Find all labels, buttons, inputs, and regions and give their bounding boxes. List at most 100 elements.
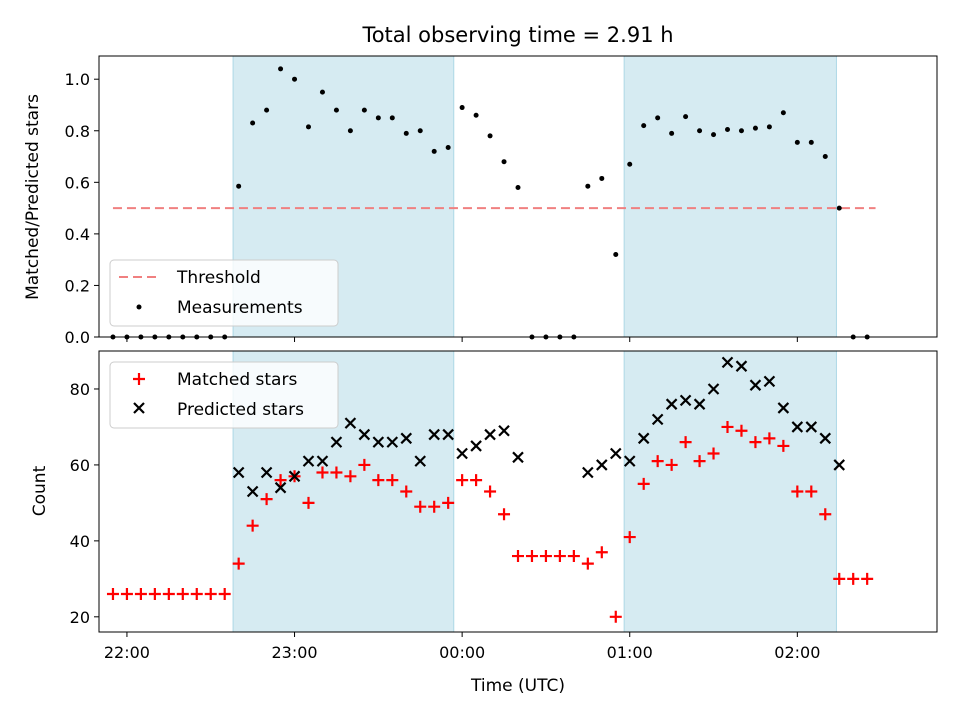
- measurement-point: [794, 139, 800, 145]
- measurement-point: [515, 184, 521, 190]
- matched-star-point: [470, 474, 483, 487]
- measurement-point: [236, 183, 242, 189]
- predicted-star-point: [707, 383, 720, 395]
- predicted-star-point: [442, 428, 454, 441]
- measurement-point: [403, 130, 409, 136]
- predicted-star-point: [819, 432, 832, 445]
- matched-star-point: [442, 496, 455, 509]
- y-tick-label: 0.4: [65, 225, 90, 244]
- predicted-star-point: [791, 421, 804, 433]
- legend-threshold-label: Threshold: [176, 268, 261, 288]
- matched-star-point: [386, 474, 399, 487]
- measurement-point: [780, 110, 786, 116]
- matched-star-point: [302, 496, 315, 509]
- predicted-star-point: [456, 447, 468, 460]
- predicted-star-point: [693, 398, 706, 410]
- matched-star-point: [176, 588, 189, 601]
- y-tick-label: 40: [70, 532, 90, 551]
- matched-star-point: [260, 493, 273, 506]
- matched-star-point: [512, 550, 524, 563]
- matched-star-point: [707, 447, 720, 460]
- measurement-point: [711, 132, 717, 138]
- measurement-point: [431, 148, 437, 154]
- predicted-star-point: [833, 459, 846, 471]
- measurement-point: [627, 161, 633, 167]
- predicted-star-point: [372, 436, 385, 448]
- matched-star-point: [162, 588, 175, 601]
- measurement-point: [347, 128, 353, 134]
- predicted-star-point: [582, 466, 594, 479]
- matched-star-point: [637, 477, 650, 490]
- predicted-star-point: [470, 440, 482, 452]
- matched-star-point: [498, 508, 511, 521]
- top-legend-box: [109, 259, 339, 327]
- matched-star-point: [679, 436, 692, 449]
- matched-star-point: [148, 588, 161, 601]
- matched-star-point: [428, 500, 441, 513]
- bottom-legend-box: [109, 361, 339, 429]
- matched-star-point: [218, 588, 231, 601]
- matched-star-point: [847, 572, 860, 585]
- x-tick-label: 01:00: [607, 643, 653, 662]
- x-tick-label: 23:00: [271, 643, 317, 662]
- y-tick-label: 0.2: [65, 276, 90, 295]
- star-count-points: [106, 356, 874, 623]
- matched-star-point: [777, 439, 790, 452]
- matched-star-point: [833, 572, 846, 585]
- bottom-ylabel: Count: [30, 465, 50, 516]
- measurement-point: [613, 252, 619, 258]
- predicted-star-point: [609, 447, 622, 460]
- matched-star-point: [120, 588, 133, 601]
- measurement-point: [697, 128, 703, 134]
- matched-star-point: [358, 458, 371, 471]
- predicted-star-point: [302, 455, 315, 467]
- y-tick-label: 0.0: [65, 328, 90, 347]
- measurement-point: [725, 126, 730, 132]
- predicted-star-point: [721, 356, 734, 369]
- legend-measurements-swatch: [136, 304, 142, 310]
- measurement-point: [752, 125, 758, 131]
- y-tick-label: 0.6: [65, 173, 90, 192]
- measurement-point: [250, 120, 256, 126]
- legend-matched-swatch: [133, 373, 145, 385]
- predicted-star-point: [246, 485, 259, 498]
- measurement-point: [655, 115, 661, 121]
- y-tick-label: 60: [70, 456, 90, 475]
- measurement-point: [766, 124, 772, 130]
- matched-star-point: [316, 466, 329, 479]
- top-ylabel: Matched/Predicted stars: [23, 94, 43, 300]
- predicted-star-point: [665, 398, 678, 410]
- predicted-star-point: [316, 455, 329, 467]
- matched-star-point: [232, 557, 245, 570]
- bottom-legend: Matched stars Predicted stars: [109, 361, 339, 429]
- top-legend: Threshold Measurements: [109, 259, 339, 327]
- predicted-star-point: [763, 375, 776, 388]
- measurement-point: [836, 205, 842, 211]
- measurement-point: [333, 107, 339, 113]
- predicted-star-point: [777, 402, 790, 414]
- measurement-point: [738, 128, 744, 134]
- measurement-point: [599, 175, 605, 181]
- matched-star-point: [693, 455, 706, 468]
- predicted-star-point: [288, 470, 301, 483]
- predicted-star-point: [330, 436, 343, 448]
- predicted-star-point: [386, 436, 399, 448]
- measurement-point: [306, 124, 311, 130]
- shaded-region: [623, 350, 837, 633]
- measurement-point: [473, 112, 479, 118]
- predicted-star-point: [623, 455, 636, 467]
- measurement-point: [669, 130, 675, 136]
- y-tick-label: 80: [70, 380, 90, 399]
- legend-measurements-label: Measurements: [177, 298, 303, 318]
- top-panel: 0.0 0.2 0.4 0.6 0.8 1.0 Total observing time …: [23, 23, 938, 347]
- matched-star-point: [623, 531, 636, 544]
- bottom-panel: 20 40 60 80 22:00 23:00 00:00 01:00 02:00 Time (…: [30, 350, 938, 696]
- matched-star-point: [106, 588, 119, 601]
- predicted-star-point: [484, 428, 496, 441]
- predicted-star-point: [596, 459, 608, 471]
- y-tick-label: 0.8: [65, 122, 90, 141]
- top-title: Total observing time = 2.91 h: [361, 23, 673, 47]
- predicted-star-point: [260, 466, 273, 479]
- matched-star-point: [525, 550, 538, 563]
- predicted-star-point: [735, 360, 748, 372]
